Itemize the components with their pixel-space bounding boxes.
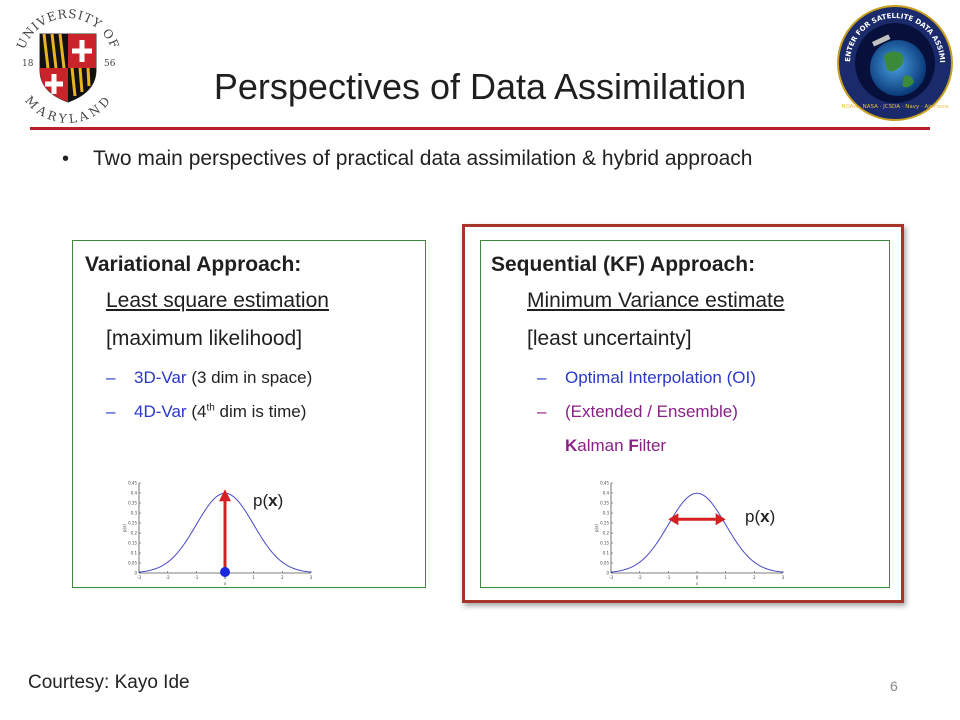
university-of-maryland-logo: UNIVERSITY OF MARYLAND 18 56 (8, 4, 128, 126)
sequential-item-kalman: Kalman Filter (565, 436, 667, 455)
plot-label-px: p(x) (745, 507, 776, 526)
variational-heading: Variational Approach: (85, 253, 302, 276)
x-tick-label: -2 (166, 575, 170, 580)
y-tick-label: 0.3 (131, 511, 138, 516)
arrow-head (219, 489, 231, 502)
method-3dvar: 3D-Var (134, 368, 187, 387)
y-tick-label: 0.3 (603, 511, 610, 516)
y-tick-label: 0.05 (600, 561, 609, 566)
x-tick-label: 0 (696, 575, 699, 580)
variational-item-4dvar: –4D-Var (4th dim is time) (106, 402, 306, 422)
x-tick-label: -3 (137, 575, 141, 580)
x-tick-label: -2 (638, 575, 642, 580)
dash: – (106, 402, 116, 421)
plot-label-px: p(x) (253, 491, 284, 510)
sequential-item-oi: – Optimal Interpolation (OI) (537, 368, 756, 388)
svg-text:NOAA · NASA · JCSDA · Navy · A: NOAA · NASA · JCSDA · Navy · Air Force (841, 104, 949, 110)
y-axis-label: p(x) (122, 524, 127, 532)
y-tick-label: 0.4 (603, 491, 610, 496)
sequential-line1: Minimum Variance estimate (527, 289, 785, 312)
title-underline (30, 127, 930, 130)
method-extended-ensemble: (Extended / Ensemble) (565, 402, 738, 421)
y-tick-label: 0.1 (131, 551, 138, 556)
variational-approach-box: Variational Approach: Least square estim… (72, 240, 426, 588)
variational-line2: [maximum likelihood] (106, 327, 303, 350)
bullet-text: Two main perspectives of practical data … (93, 147, 753, 170)
sequential-plot: 0.450.40.350.30.250.20.150.10.050-3 -2 -1 0… (594, 481, 785, 587)
variational-item-3dvar: –3D-Var (3 dim in space) (106, 368, 312, 388)
sequential-item-extended: – (Extended / Ensemble) (537, 402, 738, 422)
x-tick-label: -3 (609, 575, 613, 580)
y-tick-label: 0.4 (131, 491, 138, 496)
x-tick-label: 1 (252, 575, 255, 580)
courtesy-credit: Courtesy: Kayo Ide (28, 672, 190, 693)
y-tick-label: 0.15 (600, 541, 609, 546)
gaussian-curve (610, 492, 784, 573)
mode-point (220, 567, 230, 577)
sequential-heading: Sequential (KF) Approach: (491, 253, 756, 276)
x-tick-label: 3 (782, 575, 785, 580)
y-tick-label: 0 (134, 571, 137, 576)
method-4dvar-desc-a: (4 (186, 402, 207, 421)
y-tick-label: 0.35 (600, 501, 609, 506)
dash: – (537, 402, 547, 421)
y-tick-label: 0.45 (600, 481, 609, 486)
y-tick-label: 0 (606, 571, 609, 576)
sequential-highlight-frame (462, 224, 904, 603)
x-tick-label: 0 (224, 575, 227, 580)
y-tick-label: 0.1 (603, 551, 610, 556)
variational-line1: Least square estimation (106, 289, 329, 312)
page-title: Perspectives of Data Assimilation (213, 66, 747, 107)
x-tick-label: 3 (310, 575, 313, 580)
svg-text:56: 56 (104, 59, 116, 69)
arrow-head-right (715, 513, 726, 526)
sequential-approach-box: Sequential (KF) Approach: Minimum Varian… (480, 240, 890, 588)
x-tick-label: 2 (753, 575, 756, 580)
y-tick-label: 0.15 (128, 541, 137, 546)
arrow-head-left (668, 513, 679, 526)
dash: – (106, 368, 116, 387)
method-4dvar-desc-b: dim is time) (214, 402, 307, 421)
x-tick-label: 1 (724, 575, 727, 580)
y-axis-label: p(x) (594, 524, 599, 532)
y-tick-label: 0.2 (131, 531, 138, 536)
x-tick-label: -1 (194, 575, 198, 580)
y-tick-label: 0.45 (128, 481, 137, 486)
y-tick-label: 0.25 (128, 521, 137, 526)
sequential-line2: [least uncertainty] (527, 327, 692, 350)
page-number: 6 (890, 678, 898, 694)
svg-text:18: 18 (22, 59, 34, 69)
x-tick-label: 2 (281, 575, 284, 580)
y-tick-label: 0.05 (128, 561, 137, 566)
method-oi: Optimal Interpolation (OI) (565, 368, 756, 387)
dash: – (537, 368, 547, 387)
y-tick-label: 0.2 (603, 531, 610, 536)
x-tick-label: -1 (666, 575, 670, 580)
y-tick-label: 0.25 (600, 521, 609, 526)
jcsda-logo: JOINT CENTER FOR SATELLITE DATA ASSIMILA… (833, 0, 954, 122)
bullet-marker: • (62, 148, 70, 170)
method-3dvar-desc: (3 dim in space) (186, 368, 313, 387)
x-axis-label: x (224, 581, 227, 586)
method-4dvar-sup: th (206, 402, 215, 414)
x-axis-label: x (696, 581, 699, 586)
y-tick-label: 0.35 (128, 501, 137, 506)
variational-plot: 0.450.40.350.30.250.20.150.10.050-3 -2 -1 0… (122, 481, 313, 587)
method-4dvar: 4D-Var (134, 402, 187, 421)
